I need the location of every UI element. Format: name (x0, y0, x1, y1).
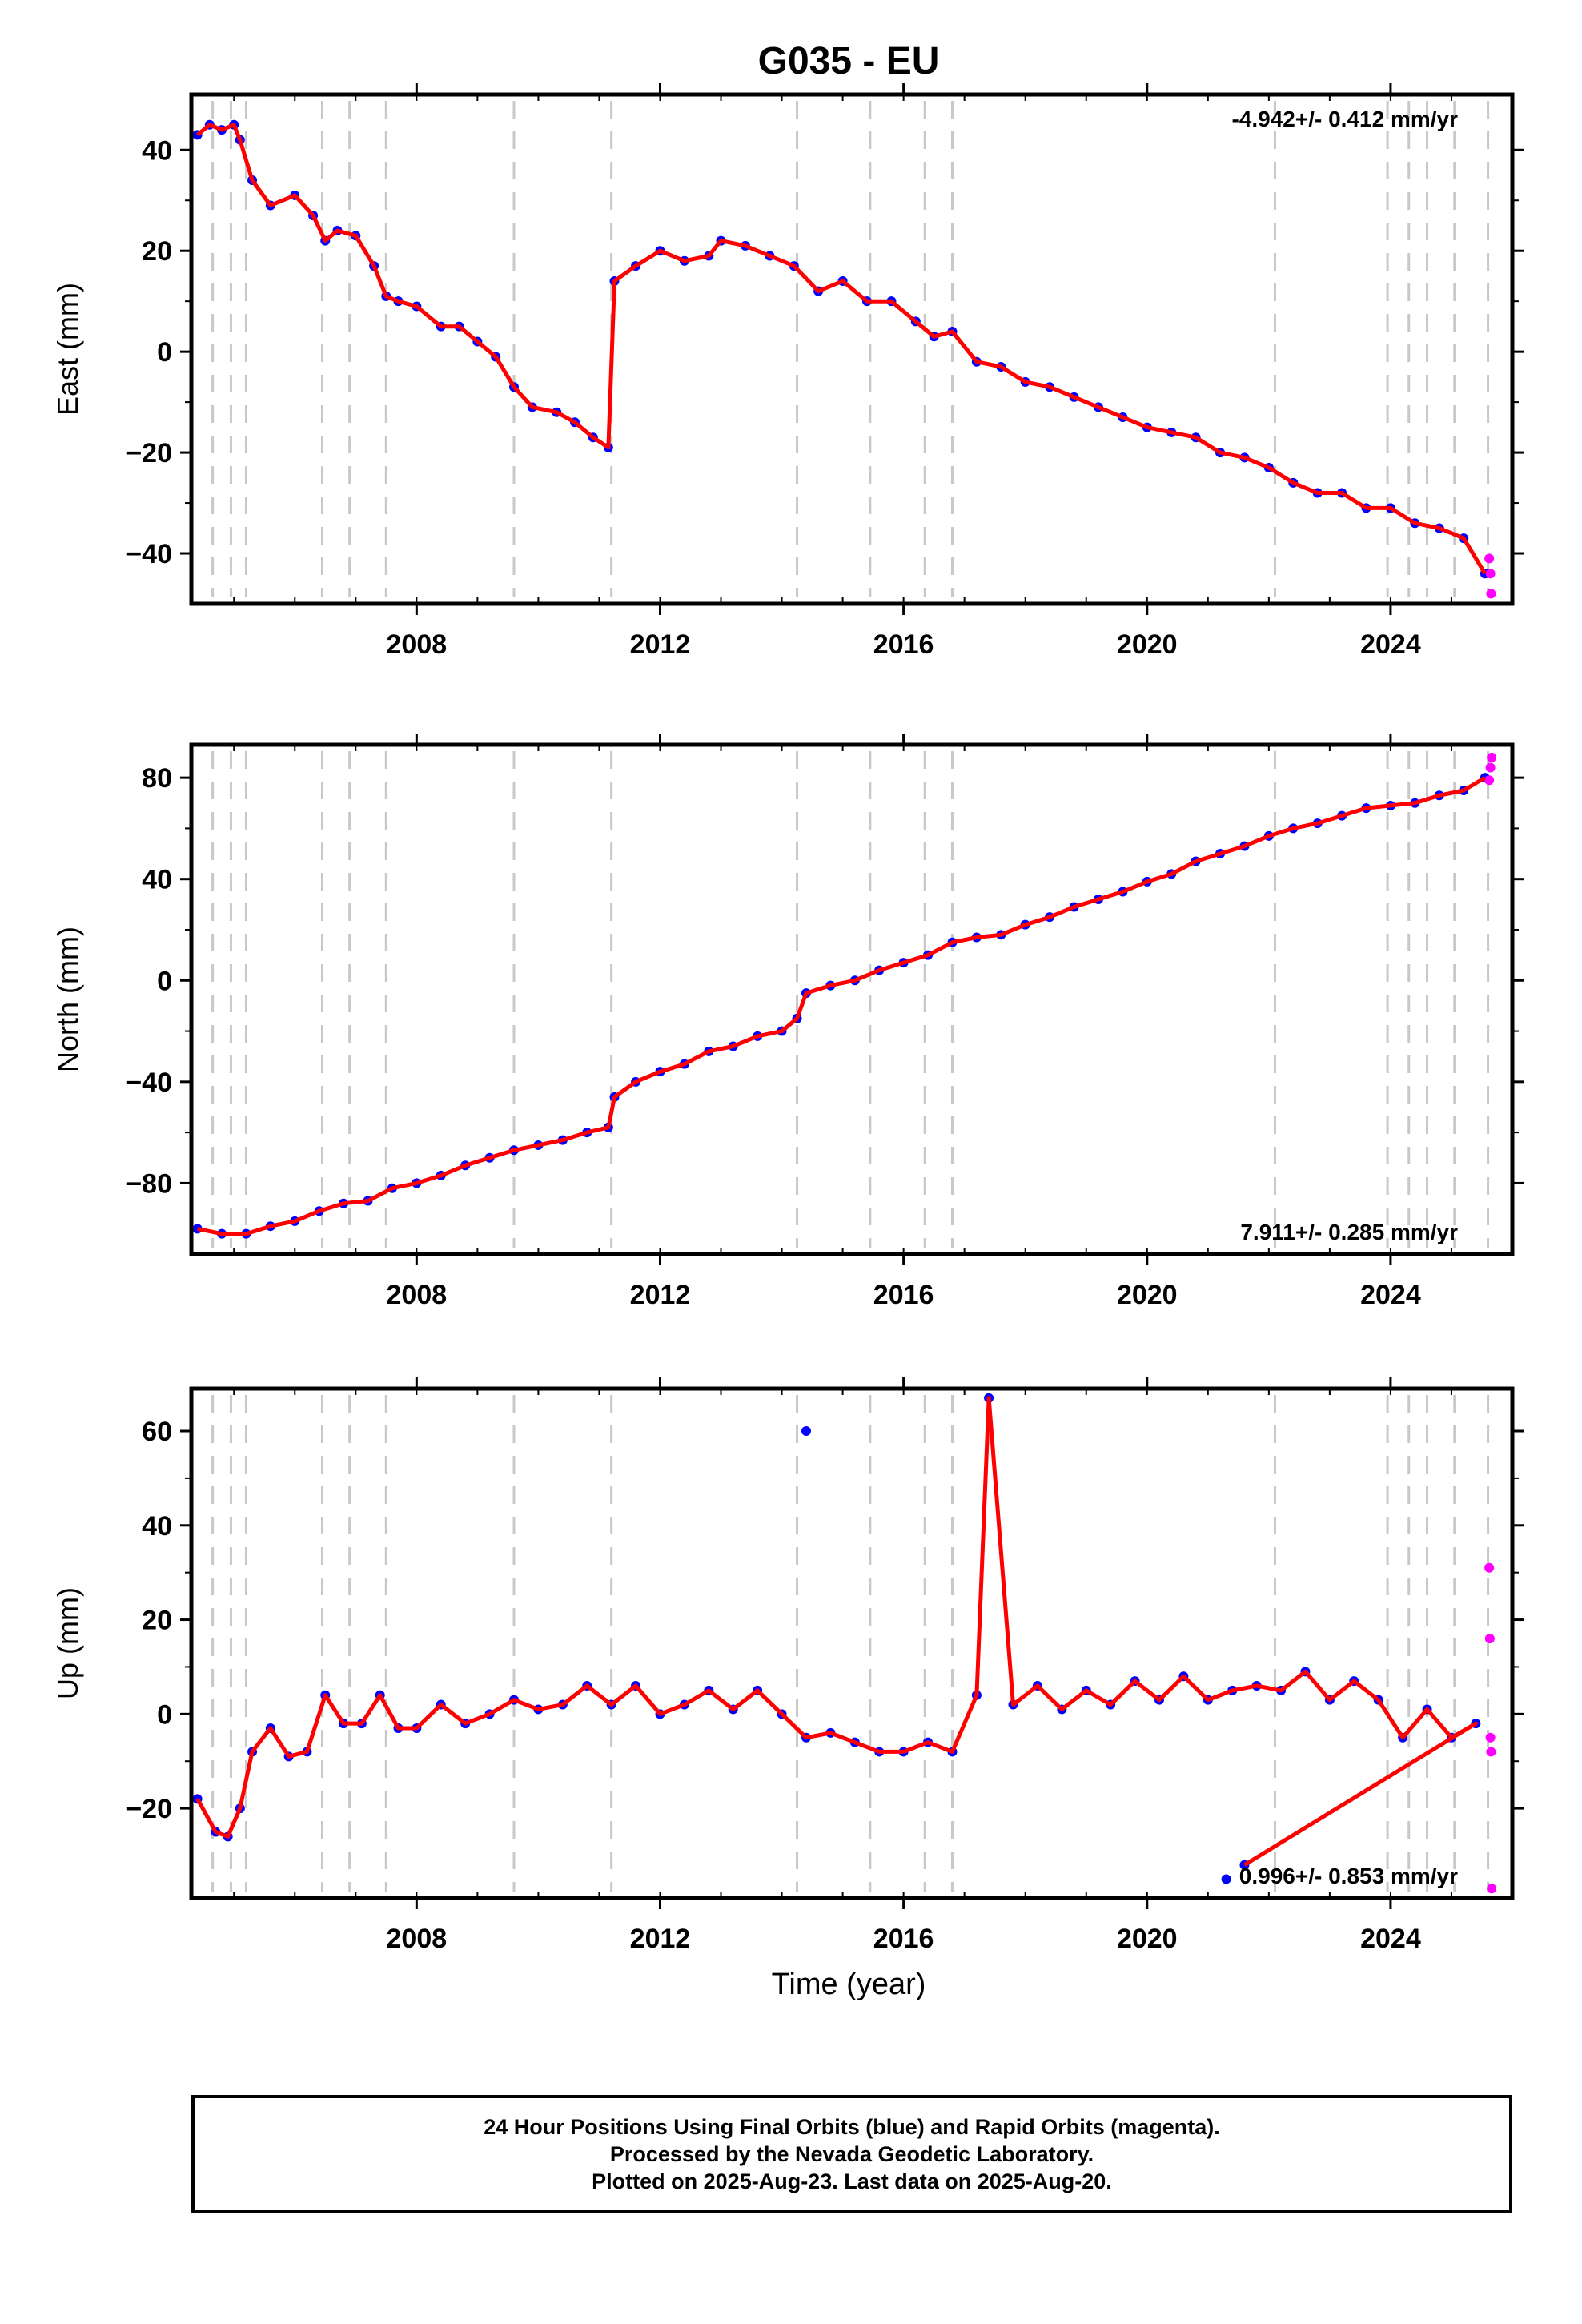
y-axis-label: Up (mm) (51, 1587, 84, 1699)
y-tick-label: −20 (126, 438, 172, 468)
x-tick-label: 2020 (1117, 629, 1178, 660)
panels-group: 2008 2012 2016 2020 2024 −40 −20 0 20 40 -4.942+/-… (51, 83, 1524, 1954)
caption-line-2: Processed by the Nevada Geodetic Laborat… (609, 2142, 1094, 2166)
x-tick-label: 2016 (873, 629, 934, 660)
rapid-orbit-point (1486, 589, 1496, 599)
y-tick-label: 0 (157, 337, 172, 368)
y-tick-label: −80 (126, 1168, 172, 1199)
panel-north: 2008 2012 2016 2020 2024 −80 −40 0 40 80 7.911+/- … (51, 734, 1524, 1310)
y-tick-label: −40 (126, 1068, 172, 1098)
rapid-orbit-point (1487, 752, 1497, 762)
plot-frame (189, 92, 1515, 606)
caption-box: 24 Hour Positions Using Final Orbits (bl… (191, 2095, 1512, 2213)
x-tick-label: 2008 (387, 629, 448, 660)
y-tick-label: 0 (157, 966, 172, 996)
y-tick-label: 20 (142, 1606, 172, 1636)
rapid-orbit-point (1484, 775, 1495, 786)
y-tick-label: −20 (126, 1794, 172, 1824)
velocity-label: 7.911+/- 0.285 mm/yr (1240, 1220, 1458, 1244)
x-tick-label: 2020 (1117, 1924, 1178, 1954)
rapid-orbit-point (1485, 762, 1496, 773)
rapid-orbit-point (1486, 1747, 1496, 1757)
y-axis-label: East (mm) (51, 283, 84, 416)
panel-up: 2008 2012 2016 2020 2024 −20 0 20 40 60 0.996+/- 0… (51, 1377, 1524, 1954)
x-tick-label: 2024 (1360, 1280, 1421, 1310)
y-tick-label: 80 (142, 763, 172, 794)
x-tick-label: 2012 (630, 629, 691, 660)
figure-title: G035 - EU (758, 40, 940, 82)
final-orbit-point (801, 1426, 811, 1436)
velocity-label: -4.942+/- 0.412 mm/yr (1231, 107, 1458, 131)
x-tick-label: 2012 (630, 1280, 691, 1310)
rapid-orbit-point (1484, 1562, 1495, 1573)
x-tick-label: 2020 (1117, 1280, 1178, 1310)
x-tick-label: 2016 (873, 1924, 934, 1954)
model-fit-line (195, 1396, 1478, 1867)
y-tick-label: 40 (142, 1511, 172, 1542)
x-tick-label: 2008 (387, 1280, 448, 1310)
rapid-orbit-point (1485, 1732, 1496, 1743)
x-axis-label: Time (year) (772, 1968, 926, 2001)
rapid-orbit-point (1484, 553, 1495, 564)
model-fit-line (196, 123, 1487, 575)
rapid-orbit-point (1484, 1634, 1495, 1644)
y-tick-label: 20 (142, 236, 172, 267)
x-tick-label: 2024 (1360, 629, 1421, 660)
model-fit-line (197, 775, 1487, 1236)
y-tick-label: 60 (142, 1417, 172, 1447)
rapid-orbit-point (1487, 1884, 1497, 1894)
plot-frame (189, 742, 1515, 1256)
x-tick-label: 2008 (387, 1924, 448, 1954)
y-tick-label: 40 (142, 135, 172, 166)
y-tick-label: 40 (142, 865, 172, 895)
x-tick-label: 2024 (1360, 1924, 1421, 1954)
x-tick-label: 2016 (873, 1280, 934, 1310)
caption-line-1: 24 Hour Positions Using Final Orbits (bl… (484, 2115, 1220, 2139)
y-tick-label: −40 (126, 539, 172, 569)
plot-frame (189, 1386, 1515, 1900)
velocity-label: 0.996+/- 0.853 mm/yr (1239, 1864, 1458, 1888)
rapid-orbit-point (1485, 569, 1496, 579)
x-tick-label: 2012 (630, 1924, 691, 1954)
y-axis-label: North (mm) (51, 927, 84, 1072)
final-orbit-point (1221, 1874, 1231, 1884)
panel-east: 2008 2012 2016 2020 2024 −40 −20 0 20 40 -4.942+/-… (51, 83, 1524, 660)
y-tick-label: 0 (157, 1699, 172, 1730)
caption-line-3: Plotted on 2025-Aug-23. Last data on 202… (592, 2169, 1112, 2193)
